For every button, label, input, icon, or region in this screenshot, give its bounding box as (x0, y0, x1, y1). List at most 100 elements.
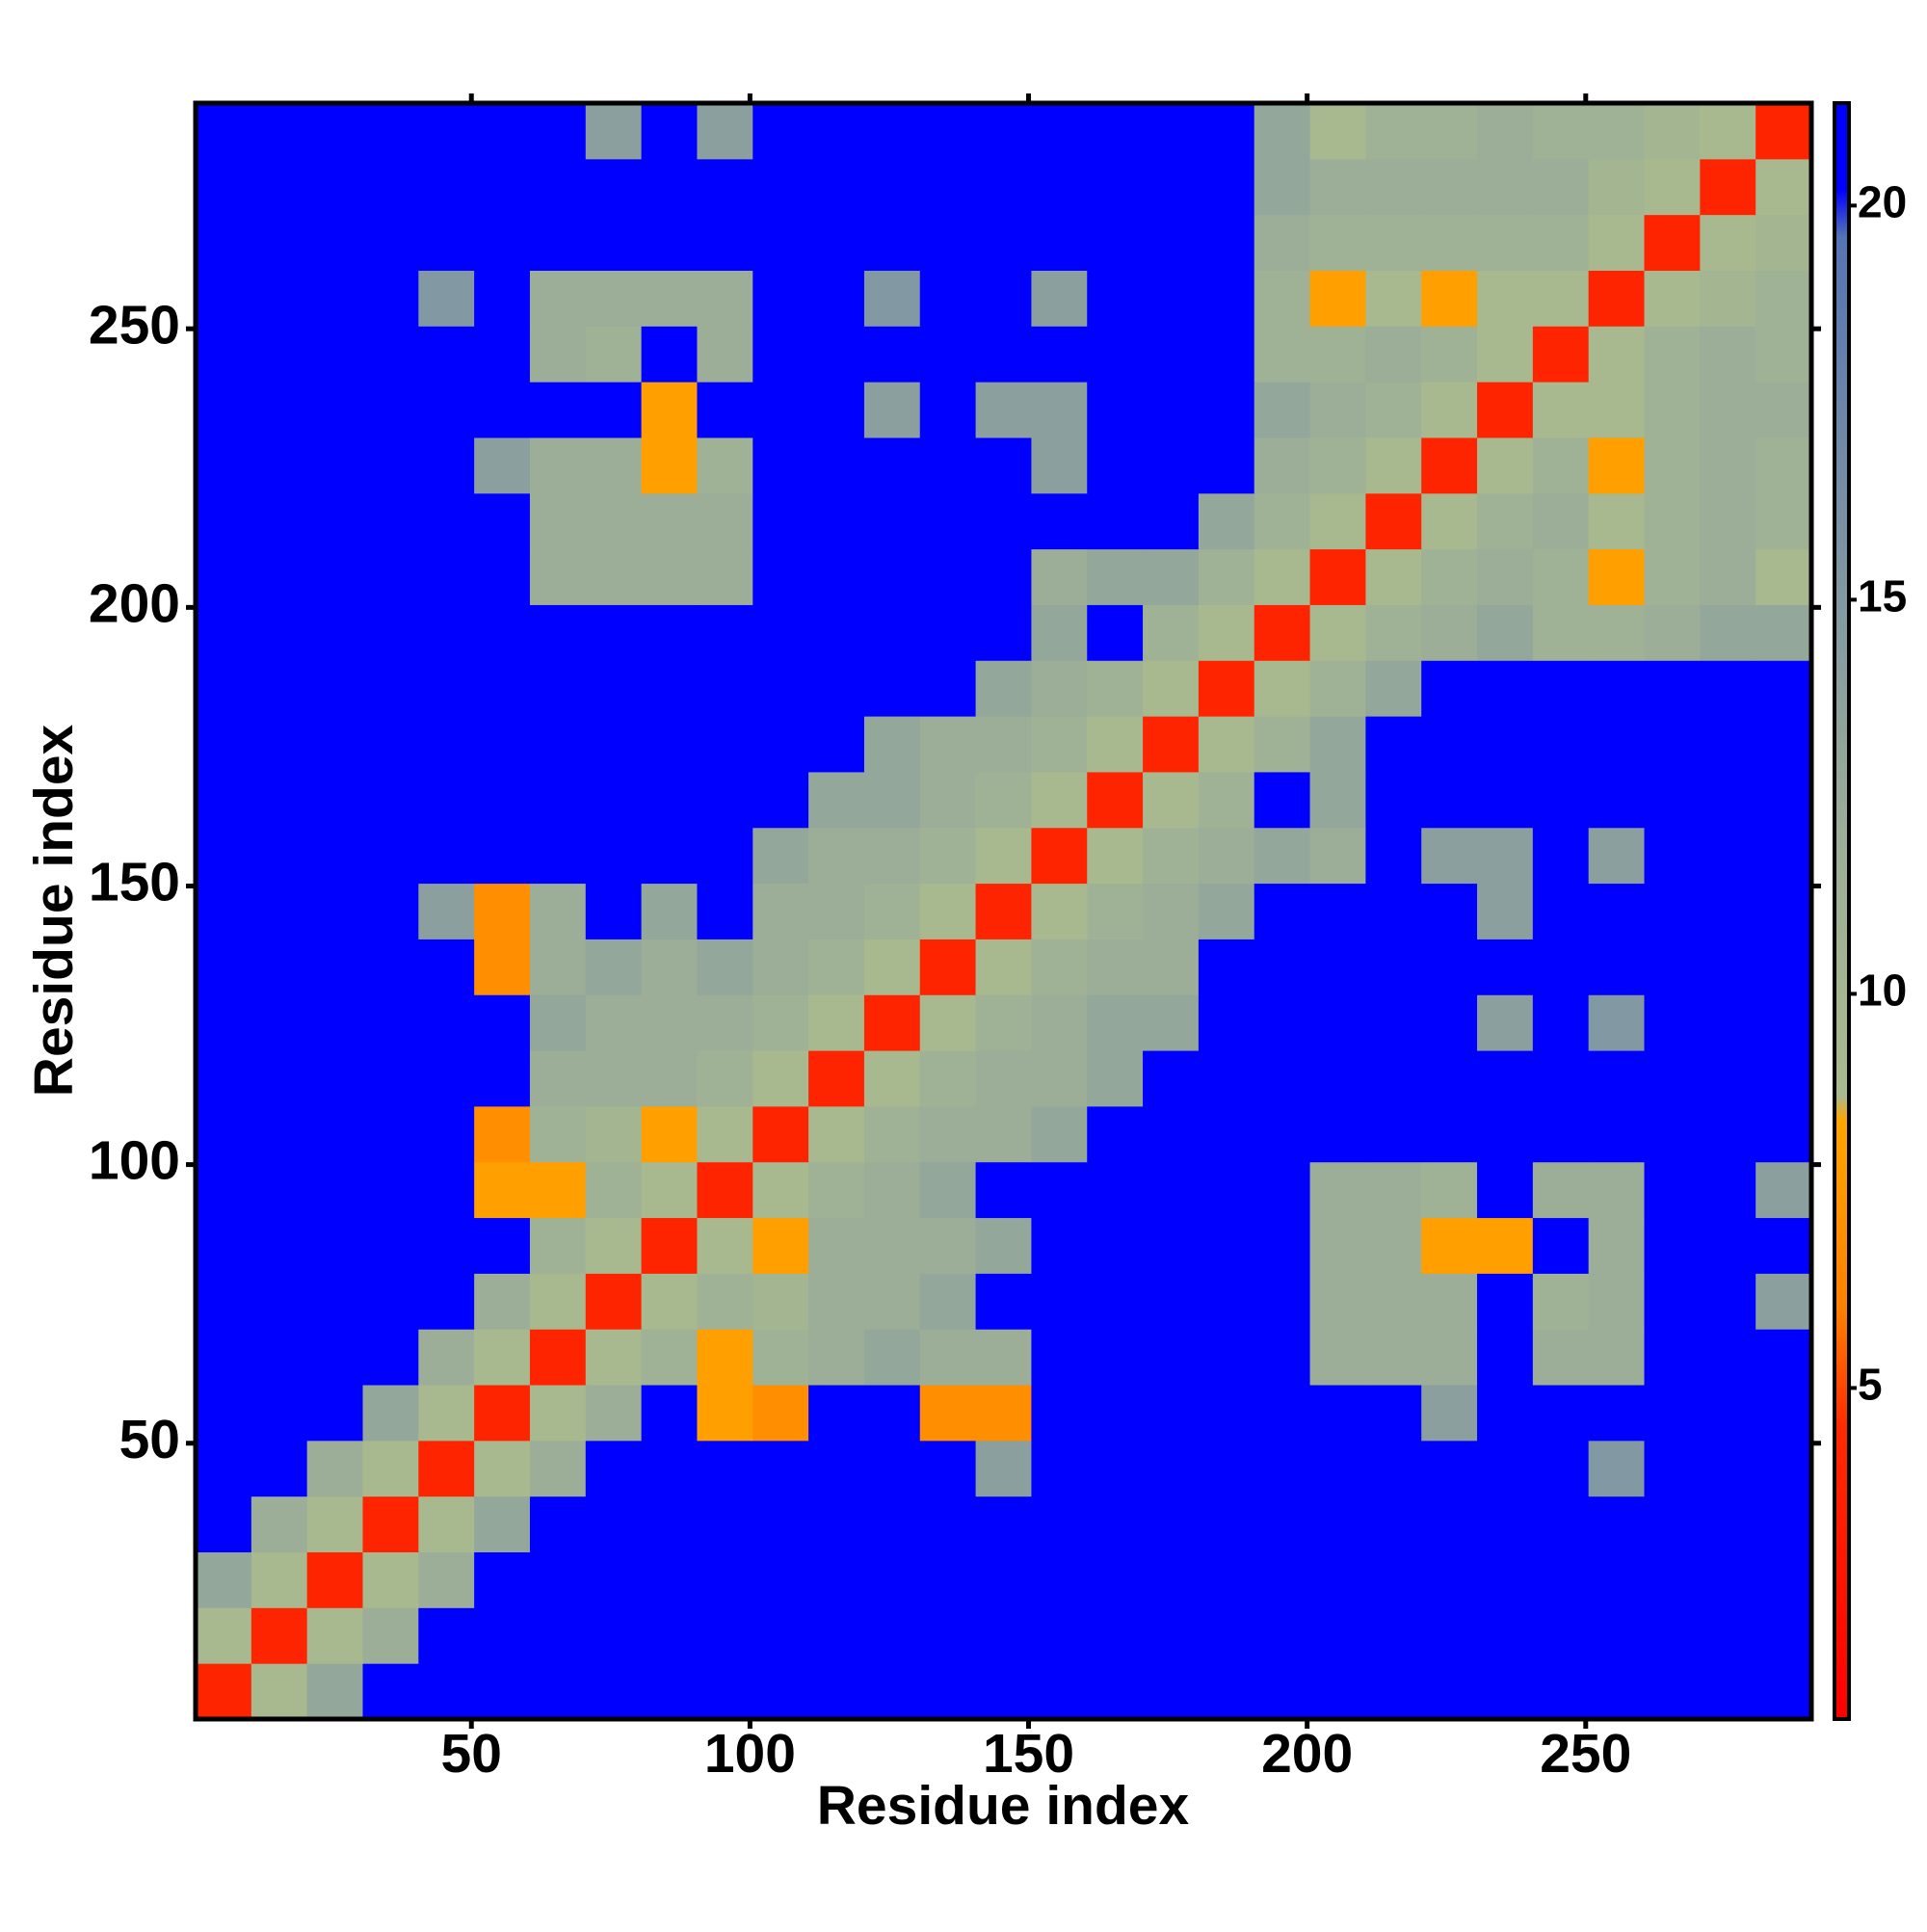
heatmap-cell (1198, 827, 1255, 885)
heatmap-cell (697, 1385, 753, 1442)
heatmap-cell (975, 382, 1032, 438)
heatmap-cell (1644, 1217, 1701, 1274)
heatmap-cell (418, 326, 475, 383)
heatmap-cell (697, 214, 753, 271)
heatmap-cell (808, 660, 865, 717)
heatmap-cell (752, 1161, 809, 1219)
heatmap-cell (1143, 382, 1200, 438)
heatmap-cell (752, 771, 809, 829)
heatmap-cell (1532, 382, 1590, 438)
heatmap-cell (474, 883, 531, 940)
x-tick-label: 250 (1540, 1723, 1631, 1785)
heatmap-cell (641, 771, 698, 829)
heatmap-cell (306, 939, 363, 995)
heatmap-cell (529, 939, 587, 995)
heatmap-cell (474, 1161, 531, 1219)
heatmap-cell (418, 827, 475, 885)
heatmap-cell (1198, 1161, 1255, 1219)
heatmap-cell (585, 382, 643, 438)
heatmap-cell (641, 1050, 698, 1107)
heatmap-cell (808, 1440, 865, 1497)
heatmap-cell (251, 492, 308, 550)
heatmap-cell (418, 1440, 475, 1497)
heatmap-cell (919, 1050, 977, 1107)
heatmap-cell (362, 604, 419, 661)
heatmap-cell (1031, 1217, 1088, 1274)
heatmap-cell (1365, 939, 1422, 995)
heatmap-cell (529, 1217, 587, 1274)
heatmap-cell (1198, 1440, 1255, 1497)
heatmap-cell (1700, 1161, 1756, 1219)
heatmap-cell (1421, 827, 1478, 885)
heatmap-cell (1309, 1217, 1366, 1274)
heatmap-cell (251, 1385, 308, 1442)
heatmap-cell (585, 827, 643, 885)
heatmap-cell (1532, 827, 1590, 885)
heatmap-cell (1309, 382, 1366, 438)
heatmap-cell (641, 158, 698, 216)
colorbar-tick-label: 5 (1858, 1360, 1883, 1410)
heatmap-cell (1254, 158, 1311, 216)
heatmap-cell (1143, 660, 1200, 717)
heatmap-cell (975, 716, 1032, 773)
heatmap-cell (808, 1551, 865, 1608)
y-tick-label: 50 (119, 1409, 180, 1470)
heatmap-cell (529, 158, 587, 216)
heatmap-cell (975, 939, 1032, 995)
heatmap-cell (1143, 939, 1200, 995)
heatmap-cell (1532, 994, 1590, 1051)
heatmap-cell (1254, 382, 1311, 438)
heatmap-cell (1421, 158, 1478, 216)
heatmap-cell (529, 994, 587, 1051)
heatmap-cell (1365, 1217, 1422, 1274)
heatmap-cell (1031, 1105, 1088, 1163)
heatmap-cell (1254, 437, 1311, 494)
heatmap-cell (1477, 1607, 1534, 1664)
heatmap-cell (418, 771, 475, 829)
heatmap-cell (1477, 548, 1534, 605)
heatmap-cell (1700, 1495, 1756, 1553)
heatmap-cell (1087, 214, 1144, 271)
heatmap-cell (641, 660, 698, 717)
heatmap-cell (641, 939, 698, 995)
heatmap-cell (1309, 1105, 1366, 1163)
heatmap-cell (474, 1273, 531, 1330)
heatmap-cell (808, 103, 865, 160)
heatmap-cell (474, 1385, 531, 1442)
heatmap-cell (1254, 604, 1311, 661)
heatmap-cell (1755, 994, 1812, 1051)
heatmap-cell (1421, 660, 1478, 717)
heatmap-cell (975, 660, 1032, 717)
heatmap-cell (1421, 214, 1478, 271)
heatmap-cell (808, 382, 865, 438)
heatmap-cell (1031, 103, 1088, 160)
heatmap-cell (1532, 1329, 1590, 1386)
heatmap-cell (529, 1495, 587, 1553)
heatmap-cell (1365, 326, 1422, 383)
heatmap-cell (1755, 492, 1812, 550)
heatmap-cell (808, 827, 865, 885)
heatmap-cell (1755, 604, 1812, 661)
heatmap-cell (1254, 1663, 1311, 1720)
heatmap-cell (306, 1663, 363, 1720)
heatmap-cell (306, 604, 363, 661)
heatmap-cell (919, 437, 977, 494)
heatmap-cell (1421, 1495, 1478, 1553)
heatmap-cell (306, 716, 363, 773)
heatmap-cell (1421, 771, 1478, 829)
heatmap-cell (808, 1329, 865, 1386)
heatmap-cell (1588, 1440, 1646, 1497)
heatmap-cell (362, 158, 419, 216)
heatmap-cell (474, 1105, 531, 1163)
heatmap-cell (641, 1161, 698, 1219)
heatmap-cell (251, 158, 308, 216)
heatmap-cell (1309, 1385, 1366, 1442)
heatmap-cell (1477, 660, 1534, 717)
heatmap-cell (1087, 1273, 1144, 1330)
heatmap-cell (1532, 270, 1590, 327)
heatmap-cell (474, 716, 531, 773)
heatmap-cell (1588, 771, 1646, 829)
heatmap-cell (1755, 1329, 1812, 1386)
heatmap-cell (474, 382, 531, 438)
heatmap-cell (585, 1551, 643, 1608)
